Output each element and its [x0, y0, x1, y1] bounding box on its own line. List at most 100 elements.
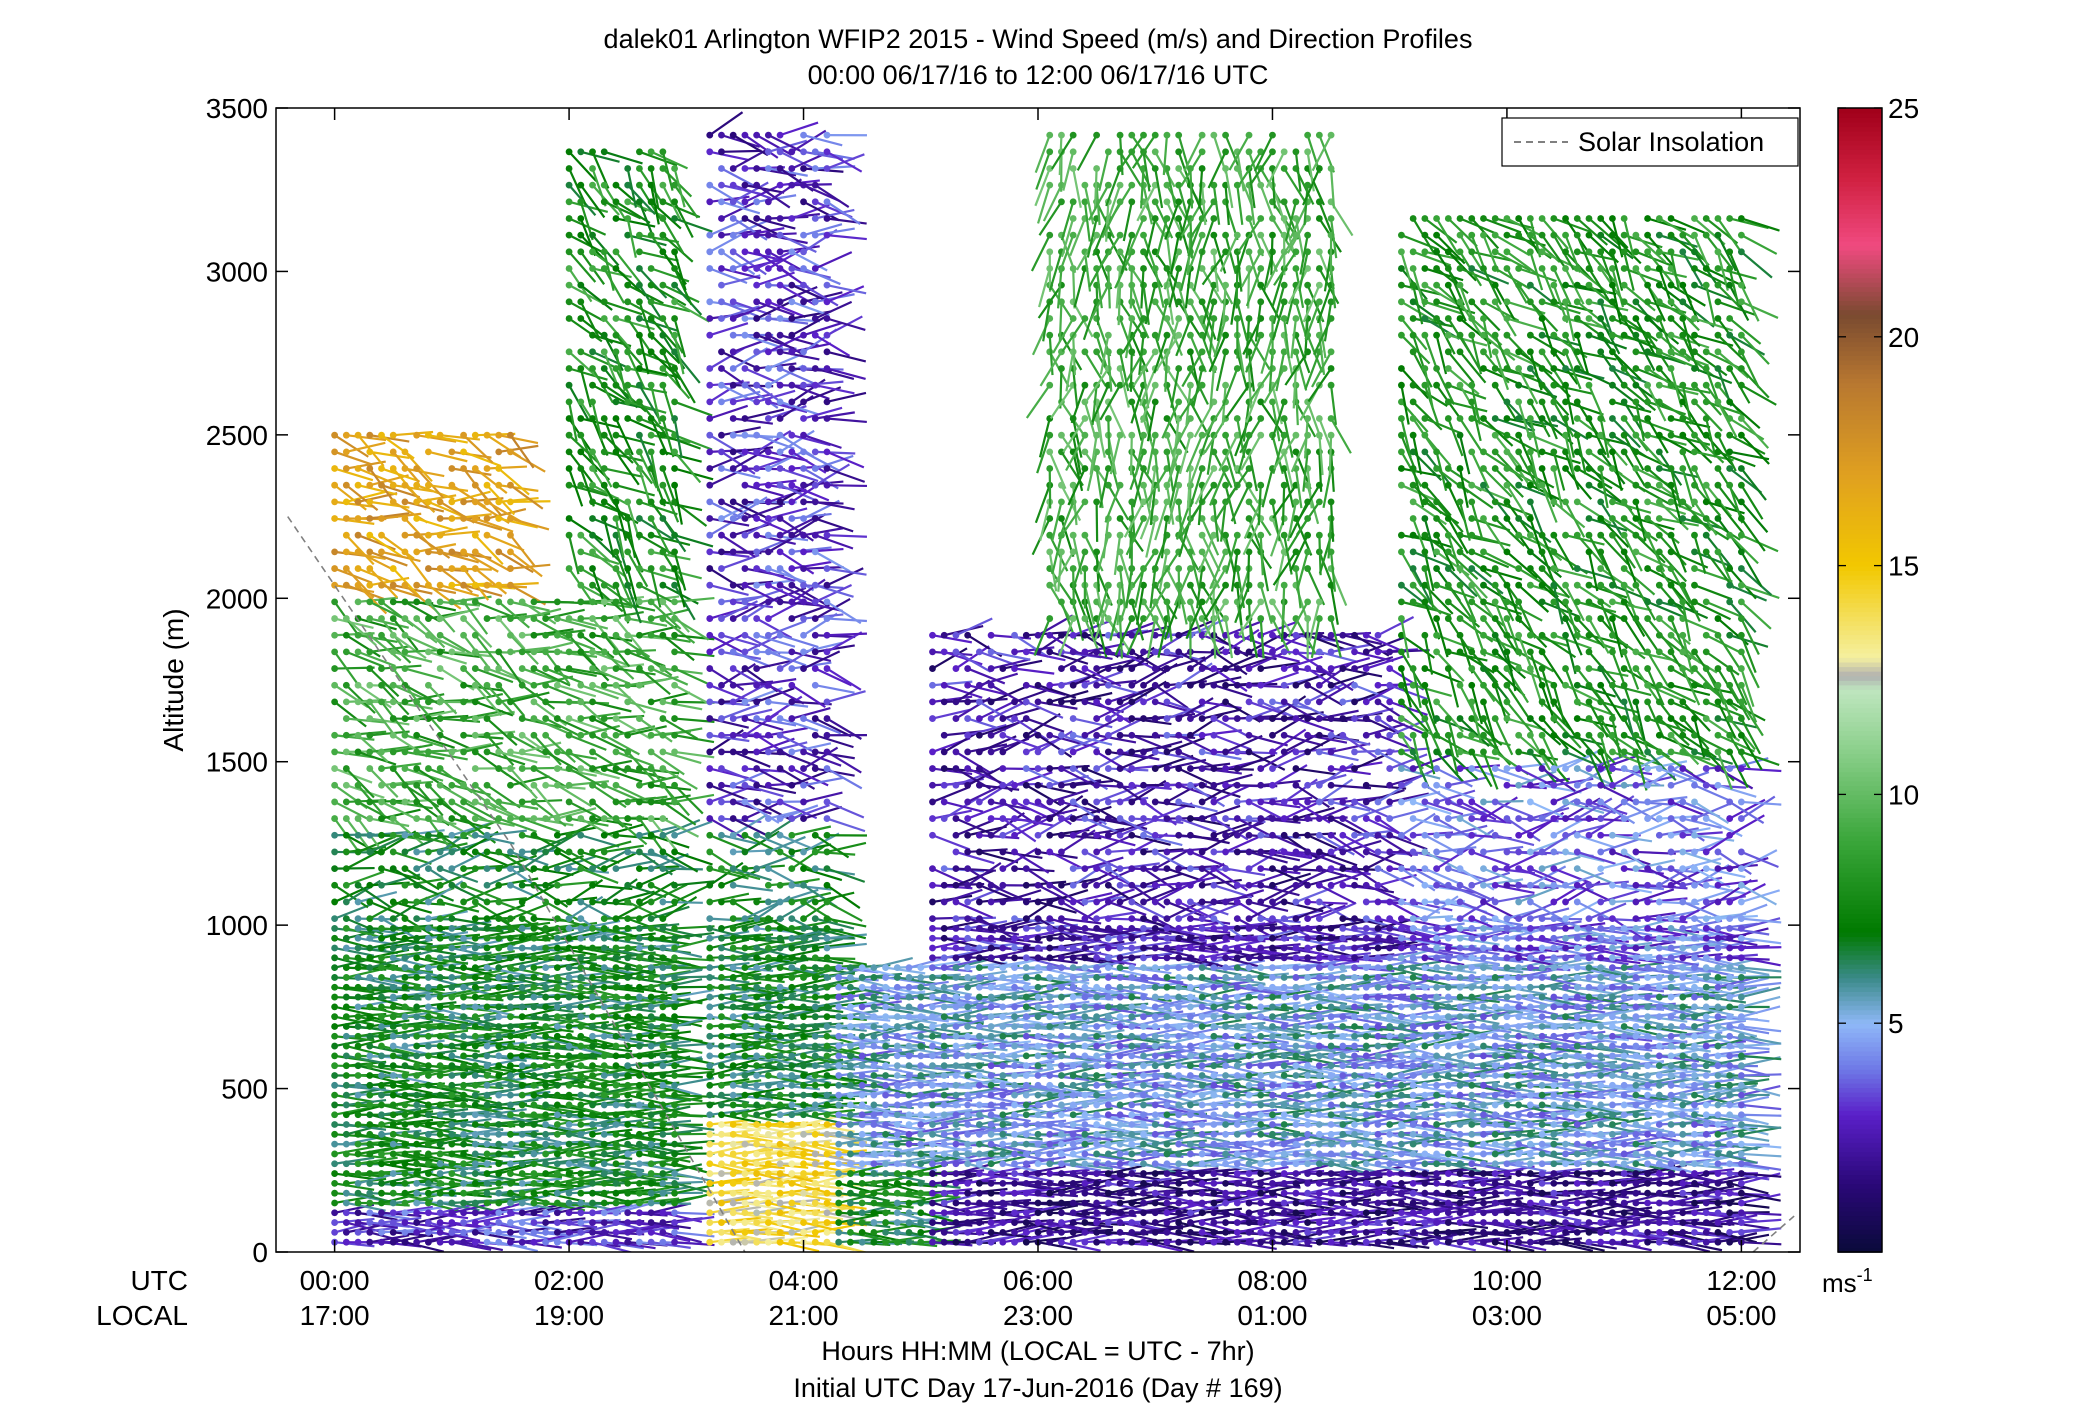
wind-barb-dot: [437, 1043, 444, 1050]
wind-barb-dot: [331, 865, 338, 872]
wind-barb-dot: [366, 1229, 373, 1236]
wind-barb-dot: [448, 1170, 455, 1177]
wind-barb-dot: [378, 465, 385, 472]
wind-barb-dot: [343, 765, 350, 772]
wind-barb-dot: [484, 465, 491, 472]
wind-barb-dot: [355, 432, 362, 439]
wind-barb-dot: [448, 994, 455, 1001]
wind-barb-dot: [484, 782, 491, 789]
wind-barb-dot: [355, 994, 362, 1001]
wind-barb-dot: [366, 732, 373, 739]
wind-barb-dot: [366, 1209, 373, 1216]
wind-barb-dot: [425, 615, 432, 622]
wind-barb-dot: [366, 1092, 373, 1099]
wind-barb-dot: [460, 1121, 467, 1128]
wind-barb-dot: [437, 1180, 444, 1187]
wind-barb-dot: [343, 1180, 350, 1187]
wind-barb-dot: [484, 1013, 491, 1020]
wind-barb-dot: [448, 865, 455, 872]
wind-barb-dot: [390, 615, 397, 622]
wind-barb-dot: [472, 1111, 479, 1118]
wind-barb-dot: [437, 925, 444, 932]
wind-barb-dot: [448, 1200, 455, 1207]
wind-barb-dot: [460, 974, 467, 981]
wind-barb-dot: [448, 1062, 455, 1069]
wind-barb-dot: [472, 482, 479, 489]
wind-barb-dot: [437, 665, 444, 672]
chart-title-line2: 00:00 06/17/16 to 12:00 06/17/16 UTC: [808, 60, 1269, 90]
wind-barb-dot: [413, 498, 420, 505]
wind-barb-dot: [402, 882, 409, 889]
wind-barb-dot: [425, 849, 432, 856]
wind-barb-dot: [355, 925, 362, 932]
wind-barb-dot: [413, 1013, 420, 1020]
wind-barb-dot: [437, 1229, 444, 1236]
wind-barb-dot: [460, 698, 467, 705]
wind-barb-dot: [448, 1209, 455, 1216]
wind-barb-dot: [331, 849, 338, 856]
wind-barb-dot: [484, 984, 491, 991]
wind-barb-dot: [437, 598, 444, 605]
wind-barb-dot: [472, 1170, 479, 1177]
wind-barb-dot: [413, 815, 420, 822]
wind-barb-dot: [413, 954, 420, 961]
wind-barb-dot: [448, 1219, 455, 1226]
wind-barb-dot: [495, 1092, 502, 1099]
wind-barb-dot: [343, 498, 350, 505]
wind-barb-dot: [413, 994, 420, 1001]
wind-barb-dot: [472, 899, 479, 906]
wind-barb-dot: [425, 1121, 432, 1128]
wind-barb-dot: [378, 1003, 385, 1010]
wind-barb-dot: [472, 749, 479, 756]
wind-barb-dot: [378, 974, 385, 981]
wind-barb-dot: [378, 698, 385, 705]
wind-barb-dot: [402, 935, 409, 942]
wind-barb-dot: [390, 954, 397, 961]
wind-barb-dot: [331, 548, 338, 555]
wind-barb-dot: [495, 984, 502, 991]
wind-barb-dot: [460, 1151, 467, 1158]
wind-barb-dot: [437, 1092, 444, 1099]
wind-barb-dot: [343, 1111, 350, 1118]
wind-barb-dot: [366, 984, 373, 991]
wind-barb-dot: [460, 899, 467, 906]
wind-barb-dot: [472, 515, 479, 522]
wind-barb-dot: [413, 925, 420, 932]
wind-barb-dot: [425, 1013, 432, 1020]
wind-barb-dot: [437, 1160, 444, 1167]
wind-barb-dot: [472, 945, 479, 952]
wind-barb-dot: [495, 915, 502, 922]
wind-barb-dot: [437, 964, 444, 971]
wind-barb-dot: [472, 915, 479, 922]
wind-barb-dot: [425, 945, 432, 952]
wind-barb-dot: [484, 1102, 491, 1109]
wind-barb-dot: [460, 935, 467, 942]
wind-barb-dot: [331, 882, 338, 889]
wind-barb-dot: [413, 1151, 420, 1158]
wind-barb-dot: [390, 849, 397, 856]
wind-barb-dot: [378, 1013, 385, 1020]
wind-barb-dot: [355, 1072, 362, 1079]
wind-barb-dot: [472, 598, 479, 605]
wind-barb-dot: [425, 954, 432, 961]
wind-barb-dot: [402, 648, 409, 655]
wind-barb-dot: [472, 1082, 479, 1089]
wind-barb-dot: [366, 1151, 373, 1158]
wind-barb-dot: [331, 1131, 338, 1138]
wind-barb-dot: [343, 548, 350, 555]
wind-barb-dot: [495, 1180, 502, 1187]
wind-barb-dot: [472, 994, 479, 1001]
wind-barb-dot: [390, 935, 397, 942]
wind-barb-dot: [460, 815, 467, 822]
wind-barb-dot: [425, 1092, 432, 1099]
wind-barb-dot: [331, 765, 338, 772]
wind-barb-dot: [390, 964, 397, 971]
wind-barb-dot: [331, 1151, 338, 1158]
wind-barb-dot: [390, 648, 397, 655]
wind-barb-dot: [331, 945, 338, 952]
wind-barb-dot: [413, 465, 420, 472]
wind-barb-dot: [355, 1111, 362, 1118]
wind-barb-dot: [413, 432, 420, 439]
wind-barb-dot: [378, 1111, 385, 1118]
wind-barb-dot: [343, 1209, 350, 1216]
